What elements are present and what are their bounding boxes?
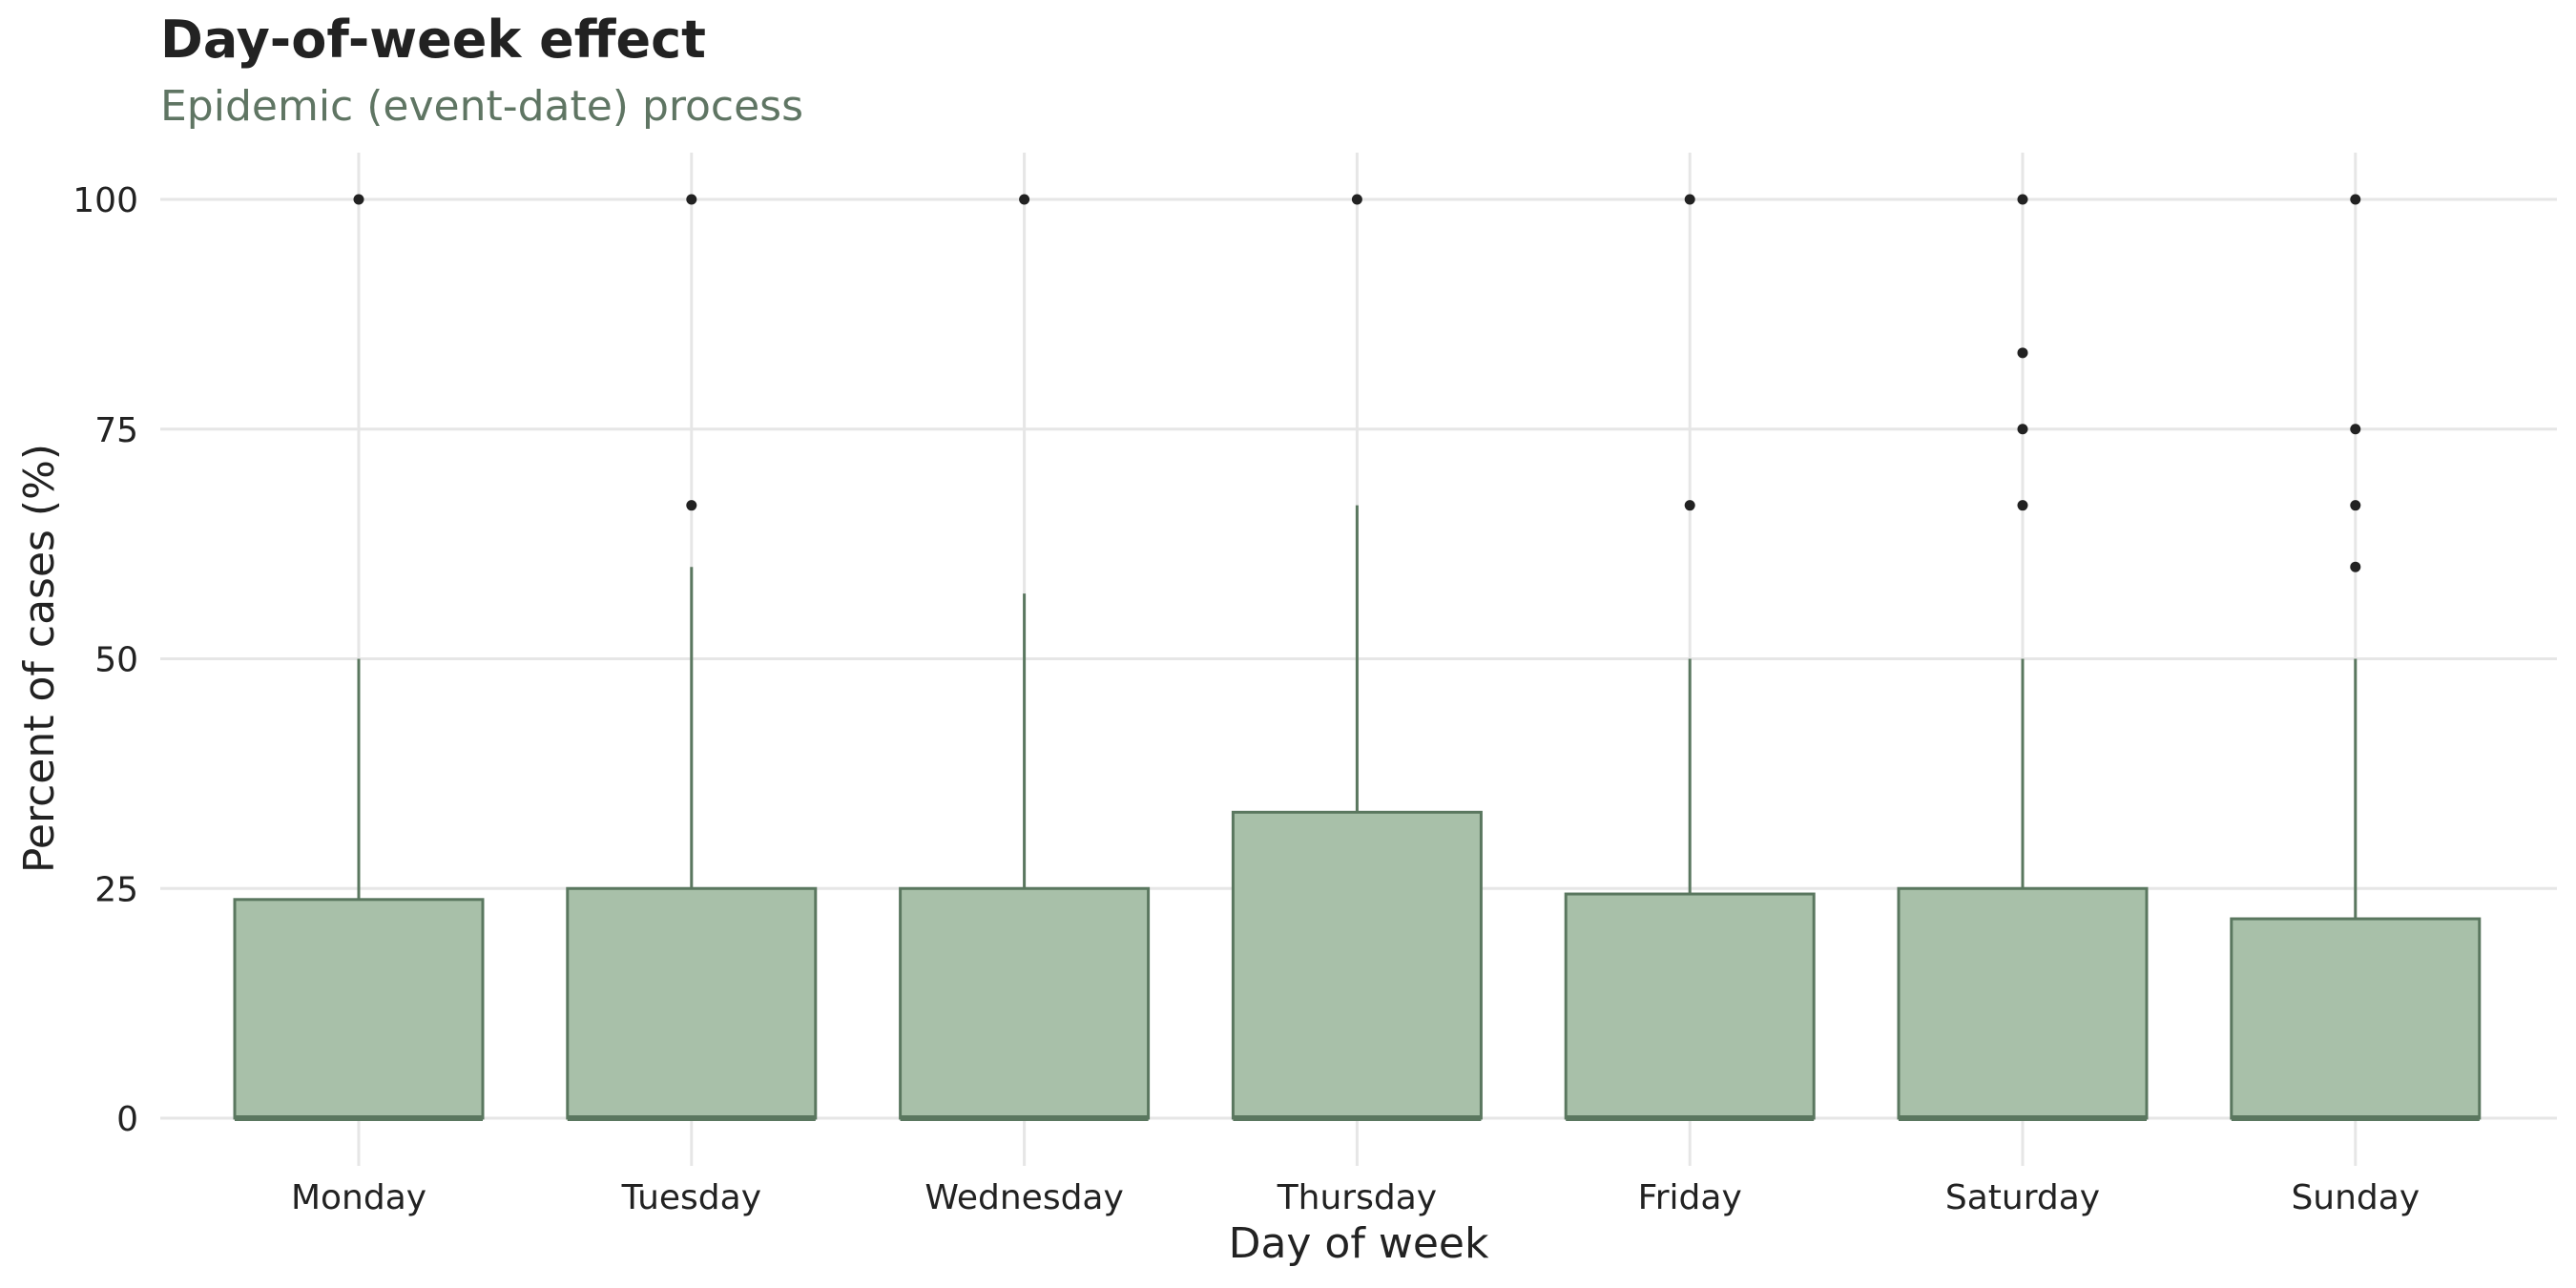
chart-subtitle: Epidemic (event-date) process bbox=[160, 82, 804, 131]
x-tick-label: Friday bbox=[1638, 1178, 1742, 1217]
outlier-point bbox=[2017, 424, 2028, 435]
y-tick-label: 75 bbox=[94, 411, 138, 450]
box-thursday bbox=[1231, 810, 1483, 1120]
x-tick-label: Thursday bbox=[1277, 1178, 1437, 1217]
outlier-point bbox=[2017, 194, 2028, 205]
outlier-point bbox=[2017, 500, 2028, 511]
box-friday bbox=[1564, 892, 1816, 1120]
outlier-point bbox=[353, 194, 364, 205]
y-tick-label: 100 bbox=[73, 181, 138, 220]
whiskers bbox=[357, 505, 2358, 920]
outlier-point bbox=[1684, 194, 1695, 205]
outlier-point bbox=[686, 194, 697, 205]
x-axis-label: Day of week bbox=[1229, 1219, 1489, 1268]
box-monday bbox=[233, 898, 485, 1120]
outlier-point bbox=[686, 500, 697, 511]
box-tuesday bbox=[566, 886, 818, 1120]
x-tick-label: Saturday bbox=[1945, 1178, 2100, 1217]
y-tick-label: 0 bbox=[116, 1100, 138, 1139]
x-tick-label: Monday bbox=[291, 1178, 426, 1217]
outlier-point bbox=[1684, 500, 1695, 511]
box-wednesday bbox=[899, 886, 1151, 1120]
outlier-point bbox=[2350, 194, 2361, 205]
y-tick-label: 50 bbox=[94, 641, 138, 680]
x-tick-label: Sunday bbox=[2291, 1178, 2420, 1217]
outlier-point bbox=[2350, 500, 2361, 511]
outlier-point bbox=[1351, 194, 1362, 205]
outlier-point bbox=[2350, 424, 2361, 435]
tick-labels: 0 25 50 75 100 Monday Tuesday Wednesday Thursday… bbox=[73, 181, 2420, 1217]
outlier-point bbox=[2350, 561, 2361, 572]
box-sunday bbox=[2230, 917, 2482, 1120]
outlier-point bbox=[1019, 194, 1030, 205]
x-tick-label: Tuesday bbox=[621, 1178, 761, 1217]
box-saturday bbox=[1897, 886, 2149, 1120]
chart-title: Day-of-week effect bbox=[160, 10, 706, 70]
y-tick-label: 25 bbox=[94, 870, 138, 909]
outlier-points bbox=[353, 194, 2361, 572]
boxes bbox=[233, 810, 2482, 1121]
x-tick-label: Wednesday bbox=[924, 1178, 1123, 1217]
outlier-point bbox=[2017, 347, 2028, 359]
y-axis-label: Percent of cases (%) bbox=[15, 444, 64, 873]
